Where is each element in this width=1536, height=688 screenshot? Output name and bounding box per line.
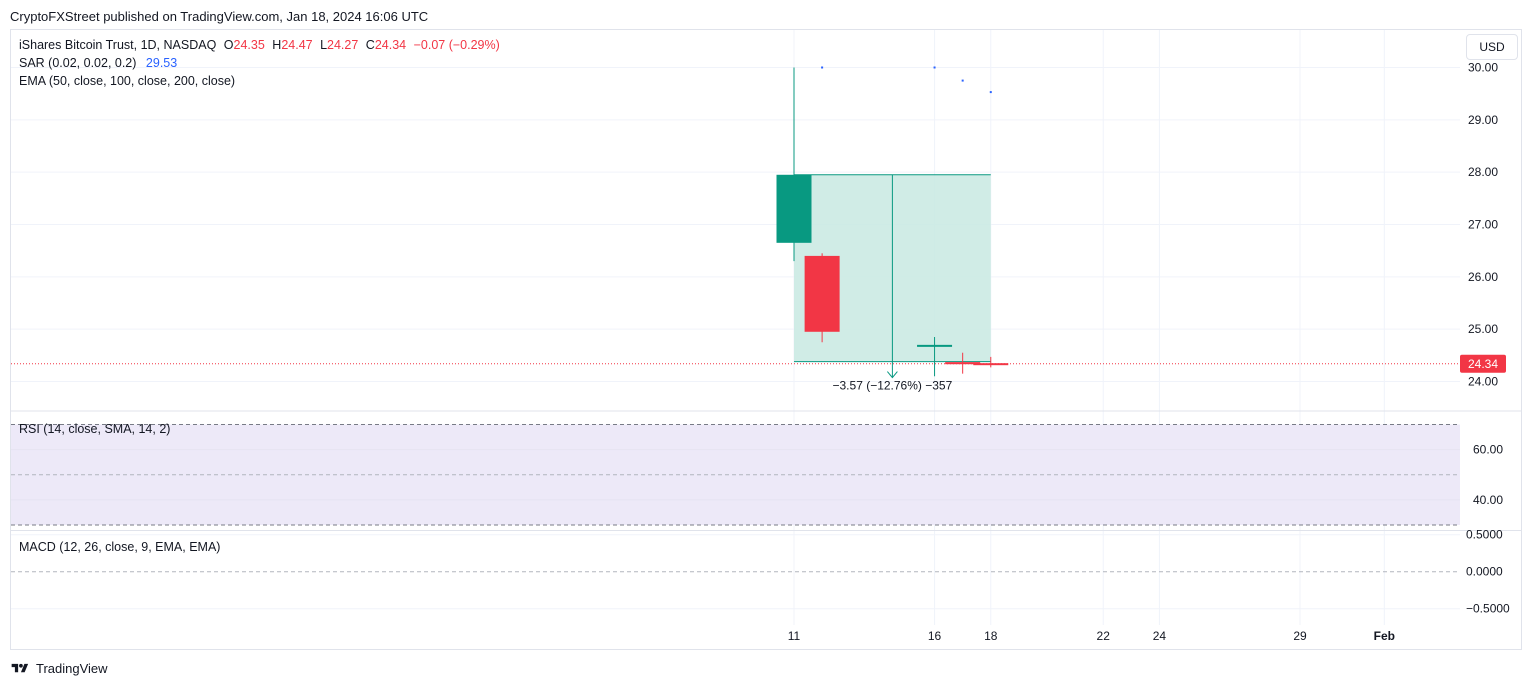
footer-brand[interactable]: TradingView: [10, 661, 108, 676]
macd-y-tick-label: 0.5000: [1466, 528, 1503, 542]
rsi-pane: [11, 424, 1460, 526]
x-tick-label: 11: [788, 629, 801, 643]
price-y-tick-label: 30.00: [1468, 61, 1498, 75]
low-label: L: [320, 38, 328, 52]
price-y-tick-label: 26.00: [1468, 270, 1498, 284]
grid-layer: [11, 30, 1460, 625]
macd-y-tick-label: −0.5000: [1466, 602, 1510, 616]
macd-legend[interactable]: MACD (12, 26, close, 9, EMA, EMA): [19, 540, 220, 554]
candle: [973, 356, 1009, 368]
x-tick-label: 16: [928, 629, 942, 643]
measure-label: −3.57 (−12.76%) −357: [833, 379, 953, 393]
pane-separators: [11, 410, 1521, 531]
sar-dot: [933, 66, 936, 69]
price-y-tick-label: 25.00: [1468, 322, 1498, 336]
rsi-label: RSI (14, close, SMA, 14, 2): [19, 422, 171, 436]
close-label: C: [365, 38, 375, 52]
candle: [917, 337, 953, 377]
high-label: H: [272, 38, 282, 52]
x-tick-label: 29: [1293, 629, 1307, 643]
x-tick-label: 24: [1153, 629, 1167, 643]
currency-button[interactable]: USD: [1466, 34, 1518, 60]
sar-dot: [989, 91, 992, 94]
ema-label: EMA (50, close, 100, close, 200, close): [19, 74, 236, 88]
rsi-y-tick-label: 60.00: [1473, 443, 1503, 457]
instrument-name[interactable]: iShares Bitcoin Trust, 1D, NASDAQ: [19, 38, 217, 52]
x-tick-label: 22: [1097, 629, 1111, 643]
low-value: 24.27: [327, 38, 359, 52]
change-value: −0.07 (−0.29%): [413, 38, 500, 52]
last-price-badge-label: 24.34: [1468, 357, 1498, 371]
axes: 40.00 60.00 −0.5000 0.0000 0.5000 24.00 25.00 2…: [788, 61, 1510, 644]
macd-y-tick-label: 0.0000: [1466, 565, 1503, 579]
ohlc-legend: iShares Bitcoin Trust, 1D, NASDAQ O24.35…: [19, 38, 500, 52]
rsi-y-tick-label: 40.00: [1473, 493, 1503, 507]
last-price-badge: [1460, 354, 1506, 373]
chart-frame: [10, 29, 1522, 650]
candle-body: [917, 344, 953, 347]
high-value: 24.47: [281, 38, 313, 52]
candle: [776, 67, 812, 262]
measure-arrow-head: [887, 371, 898, 379]
macd-label: MACD (12, 26, close, 9, EMA, EMA): [19, 540, 221, 554]
sar-label: SAR (0.02, 0.02, 0.2): [19, 56, 137, 70]
candle-body: [776, 174, 812, 243]
sar-legend[interactable]: SAR (0.02, 0.02, 0.2) 29.53: [19, 56, 177, 70]
candle: [945, 352, 981, 374]
sar-dot: [961, 79, 964, 82]
ema-legend[interactable]: EMA (50, close, 100, close, 200, close): [19, 74, 235, 88]
sar-dot: [821, 66, 824, 69]
sar-value: 29.53: [145, 56, 178, 70]
close-value: 24.34: [374, 38, 407, 52]
macd-pane: [11, 534, 1460, 610]
open-label: O: [223, 38, 234, 52]
price-pane: [11, 66, 1460, 377]
rsi-legend[interactable]: RSI (14, close, SMA, 14, 2): [19, 422, 170, 436]
price-y-tick-label: 24.00: [1468, 375, 1498, 389]
candle-body: [804, 255, 840, 332]
candle-body: [945, 362, 981, 365]
candle: [804, 253, 840, 343]
candle-body: [973, 363, 1009, 366]
tradingview-logo-icon: [11, 663, 29, 673]
publication-header: CryptoFXStreet published on TradingView.…: [10, 9, 429, 24]
footer-brand-label: TradingView: [36, 661, 108, 676]
x-tick-label: 18: [984, 629, 998, 643]
price-y-tick-label: 27.00: [1468, 218, 1498, 232]
price-y-tick-label: 28.00: [1468, 165, 1498, 179]
x-tick-label: Feb: [1374, 629, 1395, 643]
price-y-tick-label: 29.00: [1468, 113, 1498, 127]
open-value: 24.35: [233, 38, 265, 52]
